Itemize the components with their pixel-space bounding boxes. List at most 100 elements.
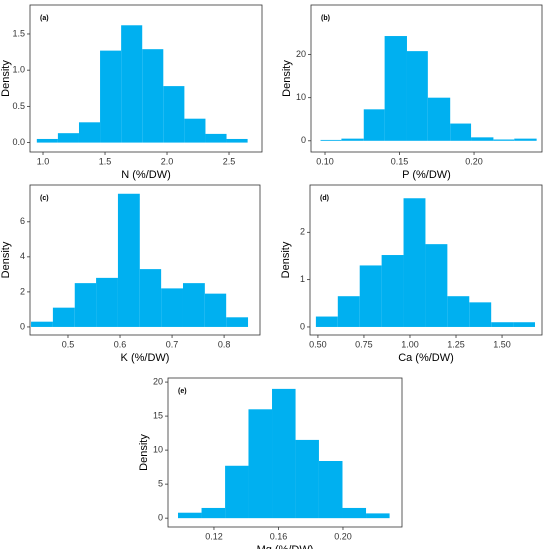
bar bbox=[272, 388, 296, 519]
x-tick-label: 1.00 bbox=[401, 339, 419, 349]
y-tick-label: 1 bbox=[300, 274, 305, 284]
bar bbox=[491, 322, 514, 327]
bar bbox=[204, 293, 227, 327]
x-tick-label: 2.0 bbox=[161, 156, 174, 166]
panel-label: (a) bbox=[40, 15, 49, 22]
x-tick-label: 1.50 bbox=[493, 339, 511, 349]
bar bbox=[381, 255, 404, 327]
bar bbox=[320, 139, 342, 141]
bar bbox=[177, 512, 202, 519]
bar bbox=[226, 317, 249, 327]
bar bbox=[318, 461, 343, 519]
bar bbox=[36, 138, 58, 143]
bar bbox=[139, 269, 162, 327]
y-tick-label: 0 bbox=[301, 135, 306, 145]
y-tick-label: 5 bbox=[158, 479, 163, 489]
x-tick-label: 1.0 bbox=[37, 156, 50, 166]
bar bbox=[359, 265, 382, 327]
plot-frame bbox=[29, 4, 263, 153]
y-axis-title: Density bbox=[280, 241, 292, 278]
bar bbox=[450, 123, 472, 141]
bar bbox=[469, 302, 492, 327]
bar bbox=[74, 283, 97, 327]
x-tick-label: 2.5 bbox=[223, 156, 236, 166]
x-axis-title: Mg (%/DW) bbox=[257, 544, 314, 549]
x-tick-label: 0.75 bbox=[355, 339, 373, 349]
bar bbox=[425, 244, 448, 327]
bar bbox=[225, 465, 249, 519]
bar bbox=[514, 138, 537, 141]
bar bbox=[78, 122, 101, 143]
y-tick-label: 0 bbox=[158, 513, 163, 523]
x-axis-title: P (%/DW) bbox=[402, 169, 451, 181]
bar bbox=[315, 316, 338, 327]
x-tick-label: 0.50 bbox=[309, 339, 327, 349]
y-tick-label: 6 bbox=[20, 216, 25, 226]
x-tick-label: 0.12 bbox=[205, 531, 223, 541]
bar bbox=[403, 198, 426, 327]
bar bbox=[142, 49, 164, 143]
bar bbox=[201, 507, 226, 519]
plot-frame bbox=[29, 184, 261, 336]
y-tick-label: 10 bbox=[296, 92, 306, 102]
panel: 1.0 1.5 2.0 2.5 0.0 0.5 1.0 1.5 N (%/DW) Density (… bbox=[0, 4, 263, 181]
y-axis-title: Density bbox=[0, 60, 12, 97]
x-axis-title: K (%/DW) bbox=[121, 352, 170, 364]
panel-label: (b) bbox=[321, 15, 330, 22]
y-tick-label: 20 bbox=[296, 49, 306, 59]
bar bbox=[182, 283, 205, 327]
panel-label: (c) bbox=[40, 195, 49, 202]
bar bbox=[427, 97, 451, 141]
panel: 0.10 0.15 0.20 0 10 20 P (%/DW) Density (b) bbox=[281, 4, 543, 181]
bar bbox=[161, 288, 183, 327]
y-tick-label: 0.5 bbox=[12, 101, 25, 111]
x-tick-label: 0.7 bbox=[166, 339, 179, 349]
panel: 0.5 0.6 0.7 0.8 0 2 4 6 K (%/DW) Density (c) bbox=[0, 184, 261, 364]
bar bbox=[31, 321, 53, 327]
bar bbox=[96, 277, 118, 327]
bar bbox=[493, 139, 515, 141]
bar bbox=[342, 507, 367, 519]
bar bbox=[52, 307, 75, 327]
y-tick-label: 15 bbox=[153, 410, 163, 420]
x-tick-label: 0.15 bbox=[391, 156, 409, 166]
bar bbox=[513, 322, 536, 327]
y-tick-label: 2 bbox=[300, 227, 305, 237]
y-tick-label: 10 bbox=[153, 444, 163, 454]
y-axis-title: Density bbox=[138, 434, 150, 471]
plot-frame bbox=[309, 184, 543, 336]
y-tick-label: 0.0 bbox=[12, 137, 25, 147]
x-tick-label: 0.16 bbox=[270, 531, 288, 541]
panel-label: (d) bbox=[320, 195, 329, 202]
x-axis-title: N (%/DW) bbox=[121, 169, 171, 181]
x-tick-label: 1.5 bbox=[99, 156, 112, 166]
bar bbox=[341, 138, 364, 141]
x-tick-label: 1.25 bbox=[447, 339, 465, 349]
x-tick-label: 0.20 bbox=[334, 531, 352, 541]
y-tick-label: 0 bbox=[300, 321, 305, 331]
panel: 0.50 0.75 1.00 1.25 1.50 0 1 2 Ca (%/DW) Density (… bbox=[280, 184, 543, 364]
x-tick-label: 0.10 bbox=[316, 156, 334, 166]
y-tick-label: 2 bbox=[20, 286, 25, 296]
bar bbox=[226, 138, 248, 143]
y-tick-label: 20 bbox=[153, 376, 163, 386]
y-axis-title: Density bbox=[0, 241, 12, 278]
bar bbox=[447, 296, 470, 327]
panel-label: (e) bbox=[178, 388, 187, 395]
bar bbox=[337, 296, 360, 327]
bar bbox=[205, 133, 227, 143]
bar bbox=[248, 409, 273, 519]
x-tick-label: 0.5 bbox=[62, 339, 75, 349]
y-tick-label: 1.5 bbox=[12, 28, 25, 38]
plot-frame bbox=[167, 377, 403, 528]
x-tick-label: 0.8 bbox=[218, 339, 231, 349]
y-axis-title: Density bbox=[281, 60, 293, 97]
bar bbox=[471, 137, 494, 141]
x-axis-title: Ca (%/DW) bbox=[398, 352, 454, 364]
bar bbox=[121, 25, 143, 143]
y-tick-label: 4 bbox=[20, 251, 25, 261]
bar bbox=[57, 133, 79, 143]
bar bbox=[384, 36, 407, 141]
bar bbox=[363, 109, 385, 141]
